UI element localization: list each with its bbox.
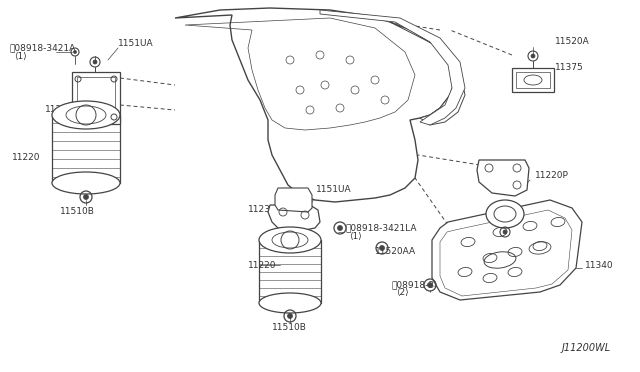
Polygon shape [175,8,455,202]
Text: 11510B: 11510B [272,324,307,333]
Text: 1151UA: 1151UA [316,186,351,195]
Text: 11232: 11232 [45,106,74,115]
Circle shape [83,195,88,199]
Circle shape [380,246,385,250]
Polygon shape [268,205,320,232]
Text: ⟨1⟩: ⟨1⟩ [349,231,362,241]
Ellipse shape [259,227,321,253]
Text: 11520A: 11520A [555,38,589,46]
Text: ⓝ08918-3421A: ⓝ08918-3421A [10,44,76,52]
Text: ⟨1⟩: ⟨1⟩ [14,51,27,61]
Text: ⓝ08918-3421LA: ⓝ08918-3421LA [345,224,417,232]
Bar [516,72,550,88]
Circle shape [93,60,97,64]
Ellipse shape [66,106,106,124]
Ellipse shape [494,206,516,222]
Circle shape [287,314,292,318]
Text: ⓝ08918-3401A: ⓝ08918-3401A [392,280,458,289]
Polygon shape [432,200,582,300]
Ellipse shape [486,200,524,228]
Polygon shape [477,160,529,196]
Ellipse shape [272,232,308,248]
Ellipse shape [52,172,120,194]
Text: 11233: 11233 [248,205,276,215]
Text: ⟨2⟩: ⟨2⟩ [396,288,408,296]
Circle shape [503,230,507,234]
Text: 11515A: 11515A [535,214,570,222]
Text: 11220: 11220 [12,154,40,163]
Bar [77,77,115,119]
Text: 11340: 11340 [585,260,614,269]
Text: 11220P: 11220P [535,170,569,180]
Text: 1151UA: 1151UA [118,39,154,48]
Text: 11220: 11220 [248,260,276,269]
Bar [512,68,554,92]
Circle shape [74,51,77,54]
Polygon shape [320,10,465,125]
Circle shape [428,282,433,288]
Polygon shape [275,188,312,212]
Text: J11200WL: J11200WL [562,343,611,353]
Text: 11375: 11375 [555,64,584,73]
Circle shape [531,54,535,58]
Text: 11520AA: 11520AA [375,247,416,257]
Ellipse shape [52,101,120,129]
Polygon shape [390,22,465,125]
Circle shape [337,225,342,231]
Text: 11510B: 11510B [60,208,95,217]
Bar [72,72,120,124]
Ellipse shape [259,293,321,313]
